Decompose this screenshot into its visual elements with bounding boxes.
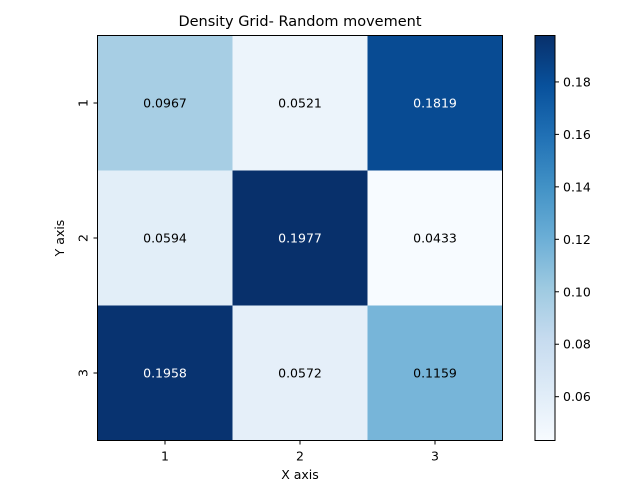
x-tick-label: 3 bbox=[431, 449, 439, 464]
heatmap-cell bbox=[97, 170, 233, 306]
heatmap-cell bbox=[232, 35, 368, 171]
cell-value-label: 0.1958 bbox=[143, 366, 187, 381]
y-tick-label: 2 bbox=[76, 234, 91, 242]
cell-value-label: 0.1977 bbox=[278, 231, 322, 246]
heatmap-cell bbox=[232, 170, 368, 306]
heatmap-cell bbox=[367, 170, 503, 306]
colorbar-tick-label: 0.10 bbox=[563, 284, 591, 299]
heatmap-cell bbox=[232, 305, 368, 441]
cell-value-label: 0.0594 bbox=[143, 231, 187, 246]
x-axis-ticks: 1 2 3 bbox=[161, 440, 439, 464]
colorbar-tick-label: 0.06 bbox=[563, 389, 591, 404]
cell-value-label: 0.1159 bbox=[413, 366, 457, 381]
colorbar-tick-label: 0.08 bbox=[563, 337, 591, 352]
x-tick-label: 2 bbox=[296, 449, 304, 464]
cell-value-label: 0.1819 bbox=[413, 96, 457, 111]
y-tick-label: 3 bbox=[76, 369, 91, 377]
cell-value-label: 0.0433 bbox=[413, 231, 457, 246]
x-axis-label: X axis bbox=[281, 467, 319, 480]
colorbar-tick-label: 0.18 bbox=[563, 74, 591, 89]
heatmap-cell bbox=[97, 35, 233, 171]
cell-value-label: 0.0572 bbox=[278, 366, 322, 381]
colorbar-tick-label: 0.12 bbox=[563, 232, 591, 247]
colorbar-ticks: 0.06 0.08 0.10 0.12 0.14 0.16 0.18 bbox=[555, 74, 591, 404]
cell-value-label: 0.0967 bbox=[143, 96, 187, 111]
y-axis-ticks: 1 2 3 bbox=[76, 99, 98, 377]
cell-value-label: 0.0521 bbox=[278, 96, 322, 111]
chart-title: Density Grid- Random movement bbox=[178, 14, 421, 30]
y-tick-label: 1 bbox=[76, 99, 91, 107]
heatmap-cell bbox=[97, 305, 233, 441]
heatmap-cell bbox=[367, 35, 503, 171]
heatmap-cell bbox=[367, 305, 503, 441]
x-tick-label: 1 bbox=[161, 449, 169, 464]
colorbar bbox=[534, 35, 556, 441]
y-axis-label: Y axis bbox=[52, 220, 67, 258]
colorbar-tick-label: 0.16 bbox=[563, 127, 591, 142]
heatmap-cell-labels: 0.0967 0.0521 0.1819 0.0594 0.1977 0.0433 0.19… bbox=[143, 96, 457, 381]
heatmap-cells bbox=[97, 35, 503, 441]
colorbar-tick-label: 0.14 bbox=[563, 179, 591, 194]
